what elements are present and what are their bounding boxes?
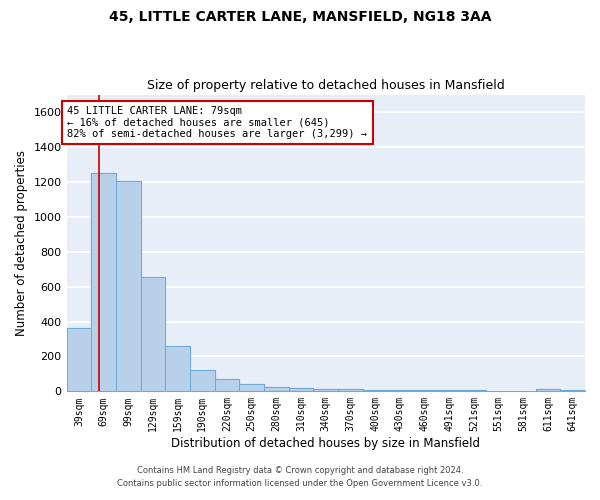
Title: Size of property relative to detached houses in Mansfield: Size of property relative to detached ho… (147, 79, 505, 92)
X-axis label: Distribution of detached houses by size in Mansfield: Distribution of detached houses by size … (171, 437, 480, 450)
Text: 45 LITTLE CARTER LANE: 79sqm
← 16% of detached houses are smaller (645)
82% of s: 45 LITTLE CARTER LANE: 79sqm ← 16% of de… (67, 106, 367, 139)
Y-axis label: Number of detached properties: Number of detached properties (15, 150, 28, 336)
Text: 45, LITTLE CARTER LANE, MANSFIELD, NG18 3AA: 45, LITTLE CARTER LANE, MANSFIELD, NG18 … (109, 10, 491, 24)
Text: Contains HM Land Registry data © Crown copyright and database right 2024.
Contai: Contains HM Land Registry data © Crown c… (118, 466, 482, 487)
